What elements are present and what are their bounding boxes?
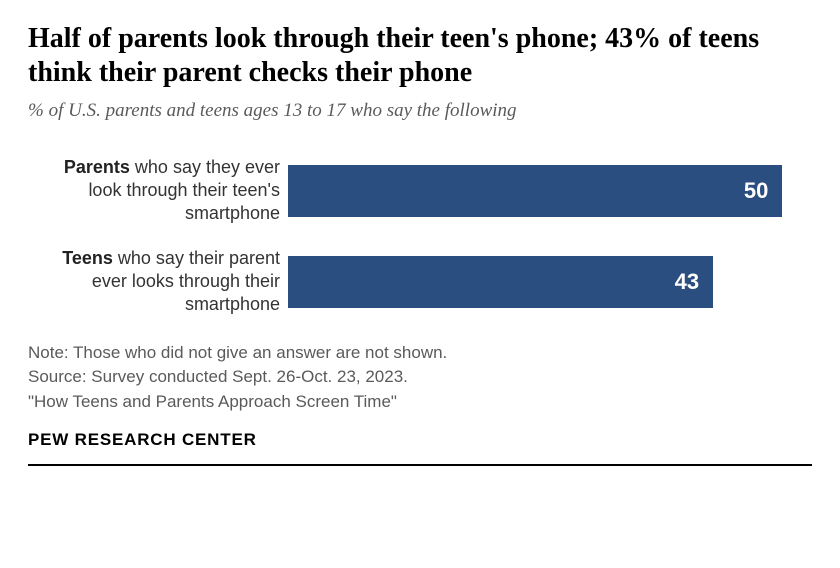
report-line: "How Teens and Parents Approach Screen T…	[28, 390, 812, 415]
source-line: Source: Survey conducted Sept. 26-Oct. 2…	[28, 365, 812, 390]
bar-label: Parents who say they ever look through t…	[28, 156, 288, 225]
chart-title: Half of parents look through their teen'…	[28, 22, 812, 90]
bottom-rule	[28, 464, 812, 466]
bar: 43	[288, 256, 713, 308]
bar-track: 50	[288, 165, 812, 217]
bar-track: 43	[288, 256, 812, 308]
bar-chart: Parents who say they ever look through t…	[28, 156, 812, 316]
bar-label: Teens who say their parent ever looks th…	[28, 247, 288, 316]
chart-notes: Note: Those who did not give an answer a…	[28, 341, 812, 415]
bar: 50	[288, 165, 782, 217]
bar-row: Teens who say their parent ever looks th…	[28, 247, 812, 316]
bar-row: Parents who say they ever look through t…	[28, 156, 812, 225]
brand-attribution: PEW RESEARCH CENTER	[28, 430, 812, 450]
note-line: Note: Those who did not give an answer a…	[28, 341, 812, 366]
chart-subtitle: % of U.S. parents and teens ages 13 to 1…	[28, 100, 812, 122]
